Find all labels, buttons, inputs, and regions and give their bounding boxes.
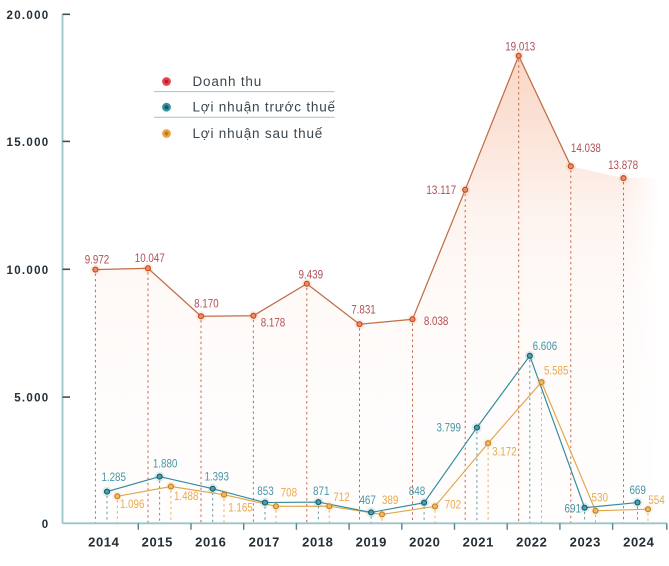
svg-text:691: 691 — [565, 501, 582, 515]
svg-text:2020: 2020 — [409, 535, 440, 550]
svg-text:2016: 2016 — [195, 535, 226, 550]
svg-text:2021: 2021 — [463, 535, 494, 550]
svg-text:2024: 2024 — [623, 535, 654, 550]
svg-text:20.000: 20.000 — [7, 10, 50, 22]
svg-text:0: 0 — [42, 519, 50, 531]
svg-text:15.000: 15.000 — [7, 137, 50, 149]
svg-text:871: 871 — [313, 484, 330, 498]
svg-text:848: 848 — [409, 484, 426, 498]
svg-text:19.013: 19.013 — [505, 39, 535, 53]
svg-text:702: 702 — [445, 498, 462, 512]
svg-text:8.038: 8.038 — [424, 314, 449, 328]
svg-text:1.880: 1.880 — [153, 457, 178, 471]
svg-text:2023: 2023 — [570, 535, 601, 550]
svg-text:9.972: 9.972 — [85, 253, 110, 267]
svg-text:5.585: 5.585 — [544, 363, 569, 377]
svg-text:14.038: 14.038 — [571, 141, 601, 155]
svg-text:10.047: 10.047 — [135, 251, 165, 265]
svg-text:712: 712 — [333, 490, 350, 504]
svg-text:Doanh thu: Doanh thu — [193, 74, 263, 89]
svg-text:13.878: 13.878 — [608, 158, 638, 172]
svg-text:8.170: 8.170 — [194, 297, 219, 311]
svg-text:5.000: 5.000 — [14, 393, 49, 405]
svg-text:2017: 2017 — [249, 535, 280, 550]
svg-text:853: 853 — [257, 484, 274, 498]
svg-text:8.178: 8.178 — [261, 315, 286, 329]
svg-text:1.165: 1.165 — [228, 501, 253, 515]
svg-text:13.117: 13.117 — [426, 183, 456, 197]
svg-text:389: 389 — [382, 493, 399, 507]
svg-text:2018: 2018 — [302, 535, 333, 550]
svg-text:669: 669 — [629, 483, 646, 497]
svg-text:1.096: 1.096 — [120, 497, 145, 511]
svg-text:6.606: 6.606 — [533, 339, 558, 353]
svg-text:10.000: 10.000 — [7, 265, 50, 277]
svg-text:1.285: 1.285 — [101, 470, 126, 484]
svg-text:Lợi nhuận sau thuế: Lợi nhuận sau thuế — [193, 126, 324, 141]
svg-text:7.831: 7.831 — [351, 302, 376, 316]
svg-text:2015: 2015 — [142, 535, 173, 550]
svg-text:Lợi nhuận trước thuế: Lợi nhuận trước thuế — [193, 100, 336, 115]
svg-text:2014: 2014 — [88, 535, 119, 550]
svg-text:530: 530 — [592, 491, 609, 505]
svg-text:1.393: 1.393 — [204, 469, 229, 483]
svg-text:708: 708 — [281, 486, 298, 500]
svg-text:1.488: 1.488 — [174, 489, 199, 503]
svg-text:9.439: 9.439 — [299, 268, 324, 282]
svg-text:3.799: 3.799 — [436, 420, 461, 434]
svg-text:2019: 2019 — [356, 535, 387, 550]
svg-text:554: 554 — [648, 493, 665, 507]
svg-text:3.172: 3.172 — [492, 445, 517, 459]
svg-text:2022: 2022 — [516, 535, 547, 550]
svg-text:467: 467 — [359, 493, 376, 507]
